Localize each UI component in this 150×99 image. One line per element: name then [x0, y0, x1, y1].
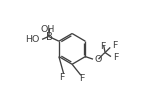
Text: F: F — [100, 42, 106, 51]
Text: F: F — [112, 41, 118, 50]
Text: F: F — [113, 53, 118, 62]
Text: O: O — [95, 55, 102, 64]
Text: B: B — [46, 32, 53, 42]
Text: HO: HO — [26, 35, 40, 44]
Text: F: F — [60, 73, 65, 82]
Text: F: F — [79, 74, 84, 83]
Text: OH: OH — [40, 25, 55, 34]
